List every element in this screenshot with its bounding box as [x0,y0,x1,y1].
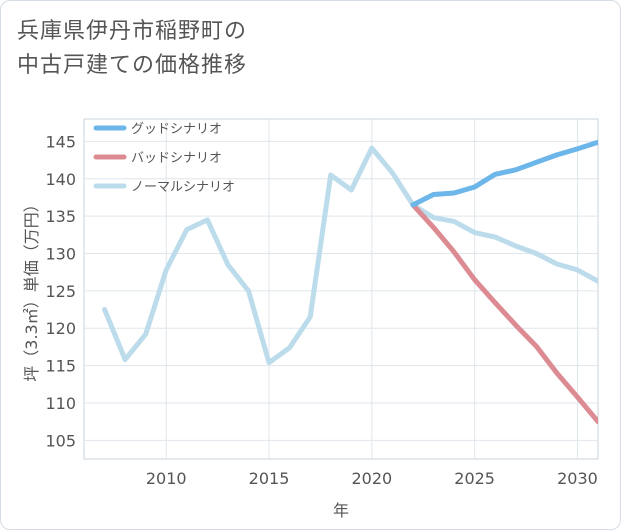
y-tick-label: 130 [45,245,76,264]
x-axis-title: 年 [333,501,349,520]
y-axis-title: 坪（3.3㎡）単価（万円） [22,196,41,381]
y-tick-label: 105 [45,431,76,450]
legend-label: グッドシナリオ [131,122,222,137]
legend-label: バッドシナリオ [131,151,222,166]
series-line [102,145,598,366]
chart-title-line-1: 兵庫県伊丹市稲野町の [17,19,248,44]
plot-area [83,118,599,460]
y-tick-label: 140 [45,170,76,189]
legend-label: ノーマルシナリオ [131,180,235,195]
series-line [410,202,598,425]
x-tick-label: 2020 [351,469,392,488]
x-tick-label: 2010 [146,469,187,488]
x-tick-label: 2015 [249,469,290,488]
x-tick-label: 2030 [557,469,598,488]
y-tick-label: 110 [45,394,76,413]
chart-title-line-2: 中古戸建ての価格推移 [17,53,248,78]
y-tick-label: 120 [45,319,76,338]
x-tick-label: 2025 [454,469,495,488]
y-tick-label: 145 [45,132,76,151]
series-line [410,139,598,208]
chart-title: 兵庫県伊丹市稲野町の 中古戸建ての価格推移 [17,15,247,83]
y-tick-label: 125 [45,282,76,301]
y-tick-label: 115 [45,357,76,376]
y-tick-label: 135 [45,207,76,226]
